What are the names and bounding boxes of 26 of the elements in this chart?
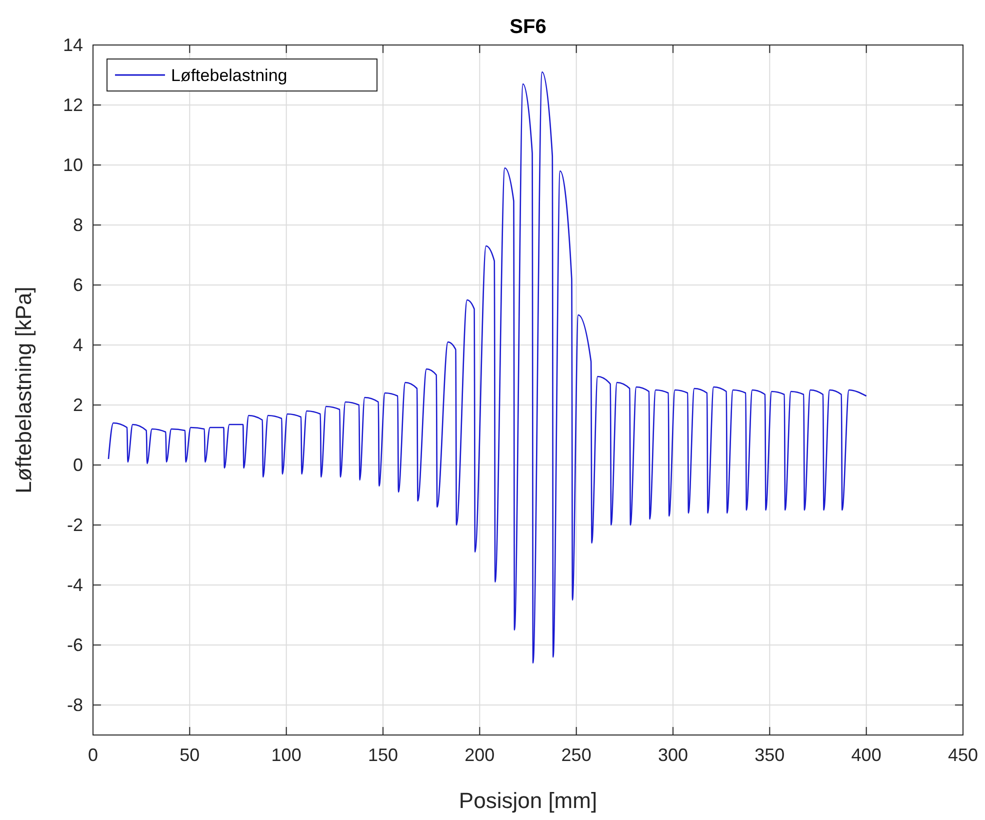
x-tick-label: 200: [464, 745, 495, 765]
x-tick-label: 150: [368, 745, 398, 765]
x-tick-label: 450: [948, 745, 978, 765]
y-tick-label: -8: [66, 695, 83, 715]
x-tick-label: 400: [851, 745, 882, 765]
y-tick-label: 6: [72, 275, 83, 295]
x-tick-label: 100: [271, 745, 302, 765]
y-tick-label: 14: [62, 35, 83, 55]
chart-title: SF6: [510, 16, 546, 38]
y-tick-label: 8: [72, 215, 83, 235]
y-tick-label: -4: [66, 575, 83, 595]
y-tick-label: 10: [62, 155, 83, 175]
y-tick-label: -6: [66, 635, 83, 655]
x-tick-label: 50: [180, 745, 200, 765]
legend-label: Løftebelastning: [171, 66, 288, 85]
y-tick-label: 12: [62, 95, 83, 115]
y-tick-label: 0: [72, 455, 83, 475]
y-axis-title: Løftebelastning [kPa]: [11, 286, 36, 494]
x-tick-label: 0: [88, 745, 98, 765]
y-tick-label: 2: [72, 395, 83, 415]
x-tick-label: 250: [561, 745, 592, 765]
x-axis-title: Posisjon [mm]: [458, 788, 598, 813]
x-tick-label: 300: [658, 745, 688, 765]
y-tick-label: -2: [66, 515, 83, 535]
y-tick-label: 4: [72, 335, 83, 355]
x-tick-label: 350: [754, 745, 785, 765]
